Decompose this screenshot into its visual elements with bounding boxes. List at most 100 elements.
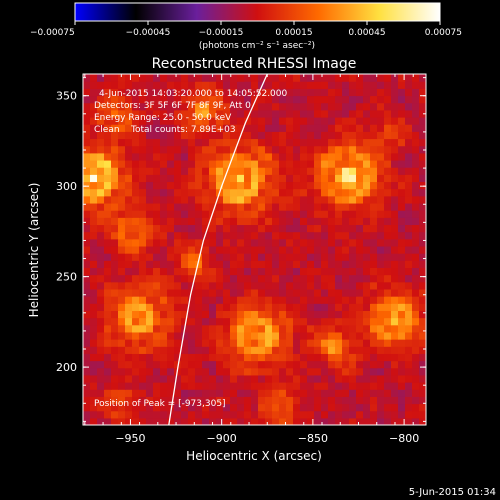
heatmap-cell: [118, 116, 126, 125]
heatmap-cell: [195, 231, 203, 240]
heatmap-cell: [307, 346, 315, 354]
heatmap-cell: [230, 159, 238, 168]
heatmap-cell: [230, 181, 238, 190]
heatmap-cell: [174, 331, 182, 340]
heatmap-cell: [377, 245, 385, 254]
heatmap-cell: [258, 367, 266, 376]
heatmap-cell: [349, 360, 357, 369]
heatmap-cell: [391, 145, 399, 154]
heatmap-cell: [83, 124, 91, 132]
heatmap-cell: [125, 346, 133, 354]
heatmap-cell: [398, 296, 406, 304]
heatmap-cell: [146, 174, 154, 183]
heatmap-cell: [244, 260, 252, 268]
heatmap-cell: [139, 74, 147, 82]
heatmap-cell: [160, 274, 168, 283]
heatmap-cell: [272, 396, 280, 405]
heatmap-cell: [153, 174, 161, 183]
heatmap-cell: [125, 317, 133, 326]
heatmap-cell: [244, 353, 252, 362]
heatmap-cell: [391, 296, 399, 304]
heatmap-cell: [279, 396, 287, 405]
heatmap-cell: [356, 253, 364, 261]
heatmap-cell: [230, 317, 238, 326]
heatmap-cell: [342, 95, 350, 104]
heatmap-cell: [419, 138, 426, 147]
heatmap-cell: [146, 324, 154, 333]
heatmap-cell: [356, 324, 364, 333]
timestamp: 5-Jun-2015 01:34: [409, 487, 496, 498]
heatmap-cell: [335, 389, 343, 397]
heatmap-cell: [405, 367, 413, 376]
heatmap-cell: [384, 353, 392, 362]
heatmap-cell: [97, 88, 105, 97]
heatmap-cell: [412, 403, 420, 412]
heatmap-cell: [181, 396, 189, 405]
heatmap-cell: [118, 95, 126, 104]
heatmap-cell: [230, 260, 238, 268]
heatmap-cell: [97, 317, 105, 326]
heatmap-cell: [391, 174, 399, 183]
heatmap-cell: [419, 245, 426, 254]
heatmap-cell: [104, 102, 112, 111]
heatmap-cell: [370, 324, 378, 333]
heatmap-cell: [293, 102, 301, 111]
heatmap-cell: [314, 310, 322, 319]
heatmap-cell: [265, 353, 273, 362]
heatmap-cell: [111, 210, 119, 218]
heatmap-cell: [265, 174, 273, 183]
heatmap-cell: [251, 360, 259, 369]
heatmap-cell: [293, 253, 301, 261]
heatmap-cell: [391, 102, 399, 111]
heatmap-cell: [111, 274, 119, 283]
heatmap-cell: [167, 339, 175, 347]
heatmap-cell: [202, 124, 210, 132]
heatmap-cell: [321, 317, 329, 326]
heatmap-cell: [216, 81, 224, 89]
heatmap-cell: [412, 367, 420, 376]
heatmap-cell: [258, 188, 266, 197]
heatmap-cell: [251, 181, 259, 190]
heatmap-cell: [293, 346, 301, 354]
heatmap-cell: [300, 346, 308, 354]
heatmap-cell: [356, 367, 364, 376]
heatmap-cell: [209, 181, 217, 190]
heatmap-cell: [377, 317, 385, 326]
heatmap-cell: [286, 310, 294, 319]
heatmap-cell: [153, 138, 161, 147]
heatmap-cell: [160, 95, 168, 104]
heatmap-cell: [181, 102, 189, 111]
heatmap-cell: [209, 109, 217, 118]
heatmap-cell: [83, 396, 91, 405]
heatmap-cell: [370, 95, 378, 104]
heatmap-cell: [321, 267, 329, 276]
heatmap-cell: [412, 109, 420, 118]
heatmap-cell: [398, 281, 406, 290]
heatmap-cell: [293, 181, 301, 190]
heatmap-cell: [349, 410, 357, 419]
heatmap-cell: [419, 238, 426, 247]
heatmap-cell: [307, 288, 315, 297]
heatmap-cell: [363, 81, 371, 89]
heatmap-cell: [356, 188, 364, 197]
heatmap-cell: [363, 245, 371, 254]
heatmap-cell: [195, 202, 203, 211]
heatmap-cell: [223, 231, 231, 240]
heatmap-cell: [118, 253, 126, 261]
heatmap-cell: [188, 145, 196, 154]
heatmap-cell: [258, 410, 266, 419]
heatmap-cell: [146, 74, 154, 82]
heatmap-cell: [377, 374, 385, 383]
heatmap-cell: [118, 131, 126, 140]
heatmap-cell: [223, 260, 231, 268]
heatmap-cell: [230, 81, 238, 89]
heatmap-cell: [139, 403, 147, 412]
plot-frame: [82, 73, 427, 426]
heatmap-cell: [146, 403, 154, 412]
heatmap-cell: [391, 202, 399, 211]
heatmap-cell: [398, 202, 406, 211]
heatmap-cell: [104, 224, 112, 233]
heatmap-cell: [202, 74, 210, 82]
heatmap-cell: [139, 267, 147, 276]
